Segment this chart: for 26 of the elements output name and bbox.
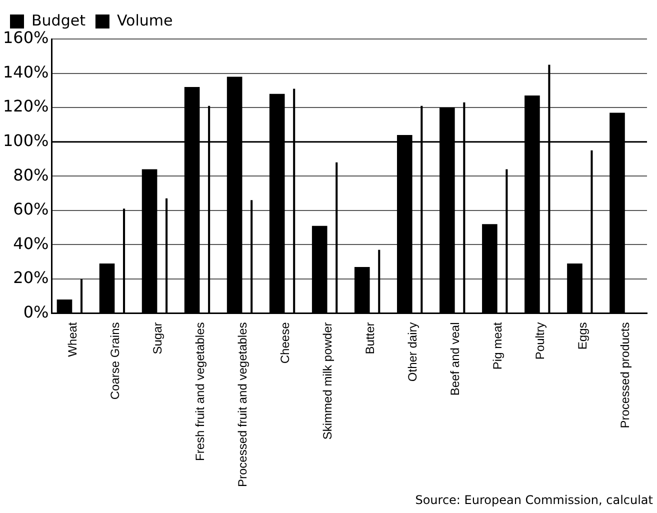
x-tick-label: Poultry	[533, 322, 548, 360]
source-note: Source: European Commission, calculat	[415, 493, 653, 507]
y-tick-label: 0%	[23, 302, 49, 322]
x-tick-label: Eggs	[576, 322, 590, 350]
x-tick-label: Cheese	[278, 322, 292, 364]
x-tick-label: Processed products	[618, 322, 632, 428]
x-tick-label: Skimmed milk powder	[320, 322, 334, 440]
x-tick-label: Butter	[362, 322, 377, 354]
x-tick-label: Pig meat	[490, 322, 504, 370]
x-tick-label: Coarse Grains	[108, 322, 122, 400]
x-tick-label: Fresh fruit and vegetables	[192, 322, 207, 461]
y-tick-label: 120%	[2, 96, 49, 116]
x-tick-label: Beef and veal	[448, 322, 462, 396]
x-tick-label: Processed fruit and vegetables	[235, 322, 250, 487]
y-tick-label: 40%	[13, 234, 49, 253]
legend-label: Budget	[32, 11, 86, 30]
y-tick-label: 60%	[13, 200, 49, 219]
x-tick-label: Sugar	[150, 322, 164, 354]
x-tick-label: Other dairy	[405, 322, 420, 382]
y-tick-label: 20%	[13, 268, 49, 288]
y-tick-label: 140%	[2, 62, 49, 82]
legend-label: Volume	[116, 11, 173, 30]
y-tick-label: 100%	[2, 130, 49, 150]
y-tick-label: 160%	[2, 28, 49, 48]
x-tick-label: Wheat	[65, 322, 80, 357]
y-tick-label: 80%	[13, 165, 49, 184]
